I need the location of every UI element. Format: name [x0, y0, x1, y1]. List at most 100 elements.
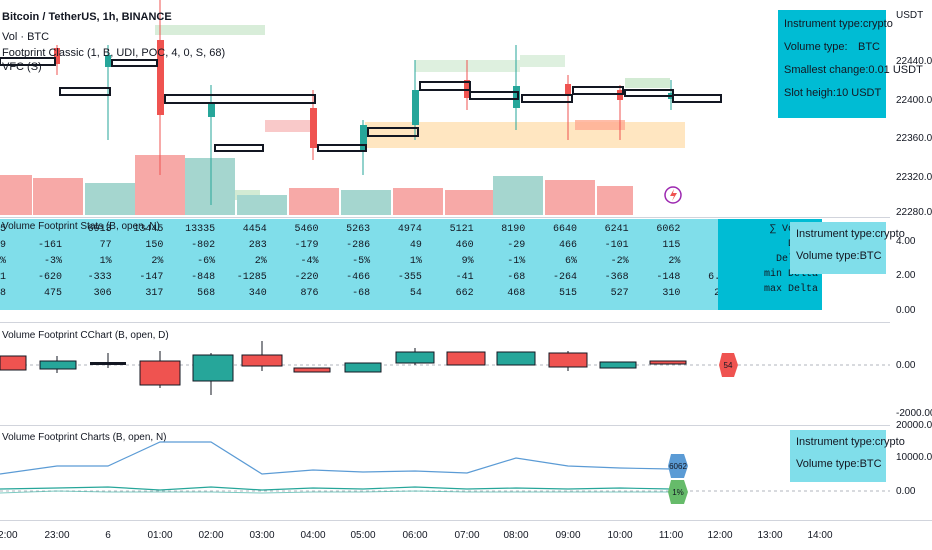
delta-line [0, 486, 672, 491]
stats-cell: 527 [610, 288, 629, 299]
cchart-pane[interactable]: 54 [0, 323, 890, 423]
stats-cell: 54 [409, 288, 422, 299]
info-value: BTC [859, 250, 882, 262]
lightning-icon [664, 186, 682, 204]
charts-pane-title[interactable]: Volume Footprint Charts (B, open, N) [2, 432, 167, 443]
cchart-candle [293, 367, 331, 373]
cchart-candle [446, 351, 486, 366]
cchart-candle [39, 360, 77, 370]
charts-tick: 20000.00 [896, 420, 932, 431]
volume-bars [0, 155, 633, 215]
volume-bar [185, 158, 235, 215]
stats-cell: 662 [455, 288, 474, 299]
price-axis[interactable]: USDT 22440.00 22400.00 22360.00 22320.00… [890, 0, 932, 520]
cchart-badge-text: 54 [724, 361, 733, 370]
cchart-candle [599, 361, 637, 369]
pane-separator[interactable] [0, 425, 890, 426]
volume-indicator-label[interactable]: Vol · BTC [2, 31, 50, 43]
volume-badge-text: 6062 [669, 462, 687, 471]
stats-cell: 115 [662, 240, 681, 251]
main-price-pane[interactable] [0, 0, 890, 215]
stats-pane-title[interactable]: Volume Footprint Stats (B, open, N) [2, 221, 160, 232]
info-label: Instrument type: [796, 436, 875, 448]
stats-cell: 77 [99, 240, 112, 251]
stats-cell: 150 [145, 240, 164, 251]
stats-cell: 1% [99, 256, 112, 267]
cchart-candle [496, 351, 536, 366]
stats-cell: 5121 [449, 224, 474, 235]
stats-cell: -333 [87, 272, 112, 283]
stats-cell: 317 [145, 288, 164, 299]
cchart-candle [548, 352, 588, 368]
cchart-candle [192, 354, 234, 382]
price-tick: 22280.00 [896, 207, 932, 218]
stats-cell: 340 [248, 288, 267, 299]
stats-cell: -68 [507, 272, 526, 283]
stats-row: 5 6913 13445 13335 4454 5460 5263 4974 5121 8190 6… [0, 224, 718, 239]
stats-cell: 8 [0, 288, 7, 299]
volume-bar [85, 183, 135, 215]
volume-badge [668, 454, 688, 478]
cchart-candle [649, 360, 687, 365]
stats-cell: 468 [507, 288, 526, 299]
stats-cell: 1% [409, 256, 422, 267]
info-label: Instrument type: [796, 228, 875, 240]
time-tick: 14:00 [807, 530, 833, 541]
stats-table: 5 6913 13445 13335 4454 5460 5263 4974 5121 8190 6… [0, 219, 732, 310]
time-tick: 23:00 [44, 530, 70, 541]
volume-bar [289, 188, 339, 215]
stats-cell: 6913 [87, 224, 112, 235]
time-tick: 01:00 [147, 530, 173, 541]
candle-body [412, 90, 419, 125]
charts-tick: 10000.00 [896, 452, 932, 463]
pane-separator[interactable] [0, 322, 890, 323]
charts-pane[interactable]: 6062 1% [0, 426, 890, 520]
footprint-indicator-label[interactable]: Footprint Classic (1, B, UDI, POC, 4, 0,… [2, 47, 226, 59]
stats-cell: -286 [346, 240, 371, 251]
volume-bar [0, 175, 32, 215]
cchart-candle [344, 362, 382, 373]
pane-separator[interactable] [0, 217, 890, 218]
stats-cell: -41 [455, 272, 474, 283]
stats-cell: -5% [352, 256, 371, 267]
stats-row: 9 -161 77 150 -802 283 -179 -286 49 460 -29 466 -101… [0, 240, 732, 255]
symbol-title[interactable]: Bitcoin / TetherUS, 1h, BINANCE [2, 11, 172, 23]
info-value: BTC [859, 458, 882, 470]
time-tick: 11:00 [658, 530, 684, 541]
time-tick: 07:00 [454, 530, 480, 541]
volume-bar [393, 188, 443, 215]
chart-legend[interactable]: Bitcoin / TetherUS, 1h, BINANCE Vol · BT… [2, 10, 225, 74]
info-label: Volume type: [796, 458, 860, 470]
candle-body [565, 84, 571, 94]
candle-body [513, 86, 520, 108]
volume-line [0, 441, 672, 475]
stats-cell: 6% [564, 256, 577, 267]
footprint-zone-green [625, 78, 670, 88]
cchart-pane-title[interactable]: Volume Footprint CChart (B, open, D) [2, 330, 169, 341]
footprint-zone-green [520, 55, 565, 67]
stats-cell: 466 [558, 240, 577, 251]
stats-cell: 4974 [397, 224, 422, 235]
stats-cell: -101 [604, 240, 629, 251]
time-tick: 03:00 [249, 530, 275, 541]
info-value: 10 USDT [835, 87, 882, 99]
stats-cell: 13445 [133, 224, 164, 235]
pct-badge-text: 1% [672, 488, 684, 497]
info-label: Smallest change: [784, 64, 869, 76]
cchart-candle [395, 351, 435, 364]
volume-bar [597, 186, 633, 215]
time-tick: 02:00 [198, 530, 224, 541]
info-label: Slot heigh: [784, 87, 836, 99]
time-tick: 09:00 [555, 530, 581, 541]
time-axis[interactable]: 22:00 23:00 6 01:00 02:00 03:00 04:00 05:00 06:0… [0, 520, 890, 550]
vfc-indicator-label[interactable]: VFC (S) [2, 61, 42, 73]
charts-info-box: Instrument type: crypto Volume type: BTC [790, 430, 905, 482]
footprint-zone-green [155, 25, 265, 35]
volume-bar [237, 195, 287, 215]
stats-cell: 8190 [501, 224, 526, 235]
stats-cell: 13335 [185, 224, 216, 235]
volume-bar [445, 190, 495, 215]
volume-bar [545, 180, 595, 215]
stats-cell: 49 [409, 240, 422, 251]
